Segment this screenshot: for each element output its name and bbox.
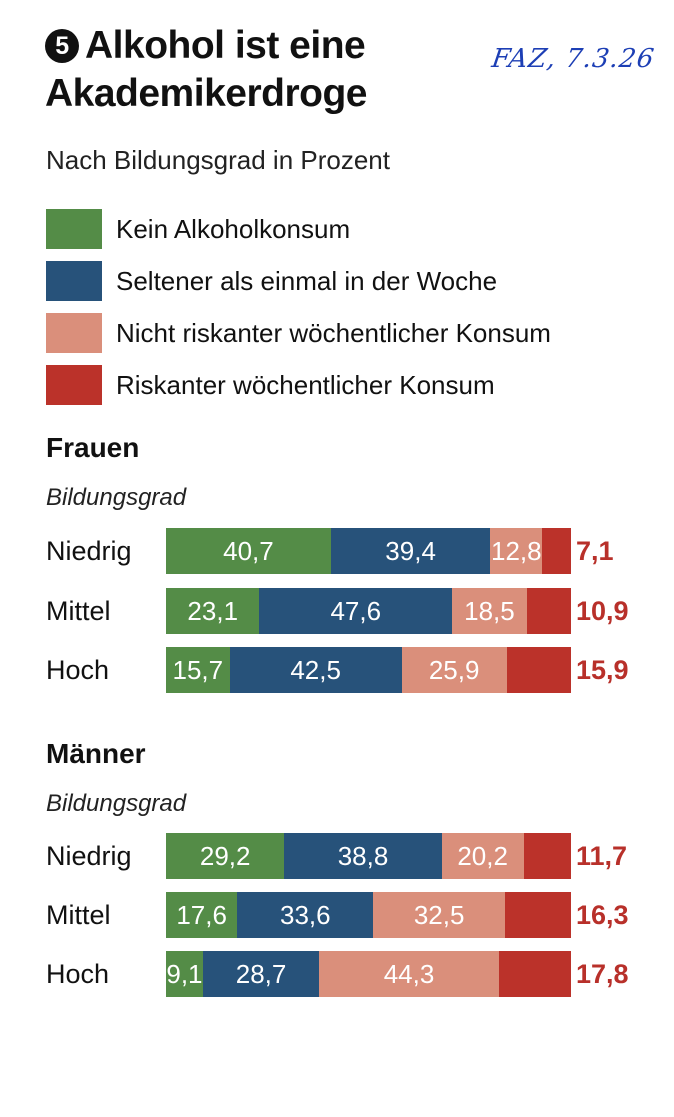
category-label: Mittel [46,900,111,930]
riskant-value-label: 7,1 [576,536,614,566]
segment-nicht-riskant: 25,9 [401,647,507,693]
group-axis-label: Bildungsgrad [46,484,187,511]
legend-swatch-riskant [46,365,102,405]
riskant-value-label: 15,9 [576,655,629,685]
category-label: Niedrig [46,536,132,566]
segment-nicht-riskant: 44,3 [319,951,499,997]
segment-riskant [506,647,571,693]
riskant-value-label: 16,3 [576,900,629,930]
stacked-bar: 15,7 42,5 25,9 [166,647,571,693]
segment-value-label: 25,9 [428,655,480,685]
legend-item-selten: Seltener als einmal in der Woche [46,255,551,307]
legend-item-riskant: Riskanter wöchentlicher Konsum [46,359,551,411]
segment-nicht-riskant: 20,2 [441,833,524,879]
segment-value-label: 29,2 [199,841,251,871]
segment-selten: 33,6 [237,892,374,938]
category-label: Mittel [46,596,111,626]
stacked-bar: 17,6 33,6 32,5 [166,892,571,938]
group-title: Männer [46,738,146,769]
title-line-1: Alkohol ist eine [85,24,366,67]
legend-swatch-selten [46,261,102,301]
chart-title: 5 Alkohol ist eine Akademikerdroge [45,22,367,118]
handwritten-note: FAZ, 7.3.26 [489,44,657,74]
segment-value-label: 39,4 [385,536,436,566]
group-axis-label: Bildungsgrad [46,790,187,817]
legend-item-kein: Kein Alkoholkonsum [46,203,551,255]
segment-nicht-riskant: 12,8 [490,528,543,574]
chart-number-badge: 5 [45,29,79,63]
legend: Kein Alkoholkonsum Seltener als einmal i… [46,203,551,411]
legend-label: Kein Alkoholkonsum [116,213,351,244]
segment-value-label: 18,5 [464,596,515,626]
segment-value-label: 47,6 [330,596,382,626]
segment-selten: 42,5 [229,647,402,693]
riskant-value-label: 17,8 [576,959,629,989]
segment-value-label: 12,8 [491,536,542,566]
category-label: Hoch [46,655,110,685]
segment-riskant [542,528,571,574]
segment-kein: 29,2 [166,833,285,879]
segment-selten: 39,4 [330,528,491,574]
segment-value-label: 32,5 [413,900,465,930]
segment-riskant [504,892,571,938]
chart-subtitle: Nach Bildungsgrad in Prozent [46,145,390,175]
stacked-bar: 23,1 47,6 18,5 [166,588,571,634]
segment-value-label: 42,5 [290,655,341,685]
segment-riskant [498,951,571,997]
segment-value-label: 20,2 [457,841,508,871]
legend-label: Nicht riskanter wöchentlicher Konsum [116,317,551,348]
category-label: Hoch [46,959,110,989]
segment-value-label: 17,6 [176,900,227,930]
segment-kein: 40,7 [166,528,331,574]
segment-value-label: 23,1 [187,596,239,626]
category-label: Niedrig [46,841,132,871]
segment-kein: 9,1 [166,951,203,997]
segment-selten: 47,6 [259,588,453,634]
segment-value-label: 9,1 [166,959,203,989]
segment-riskant [523,833,571,879]
segment-value-label: 28,7 [235,959,287,989]
riskant-value-label: 10,9 [576,596,629,626]
segment-nicht-riskant: 32,5 [373,892,505,938]
segment-riskant [526,588,571,634]
stacked-bar: 29,2 38,8 20,2 [166,833,571,879]
segment-kein: 23,1 [166,588,260,634]
segment-value-label: 44,3 [383,959,435,989]
segment-kein: 15,7 [166,647,230,693]
legend-swatch-nicht-riskant [46,313,102,353]
stacked-bar: 40,7 39,4 12,8 [166,528,571,574]
segment-nicht-riskant: 18,5 [452,588,527,634]
group-title: Frauen [46,432,140,463]
segment-selten: 28,7 [202,951,320,997]
legend-item-nicht-riskant: Nicht riskanter wöchentlicher Konsum [46,307,551,359]
riskant-value-label: 11,7 [576,841,628,871]
title-line-2: Akademikerdroge [45,72,367,115]
segment-selten: 38,8 [284,833,442,879]
segment-value-label: 33,6 [280,900,331,930]
segment-kein: 17,6 [166,892,238,938]
legend-swatch-kein [46,209,102,249]
segment-value-label: 40,7 [223,536,274,566]
stacked-bar: 9,1 28,7 44,3 [166,951,571,997]
segment-value-label: 15,7 [172,655,224,685]
legend-label: Riskanter wöchentlicher Konsum [116,369,495,400]
segment-value-label: 38,8 [337,841,389,871]
legend-label: Seltener als einmal in der Woche [116,265,498,296]
